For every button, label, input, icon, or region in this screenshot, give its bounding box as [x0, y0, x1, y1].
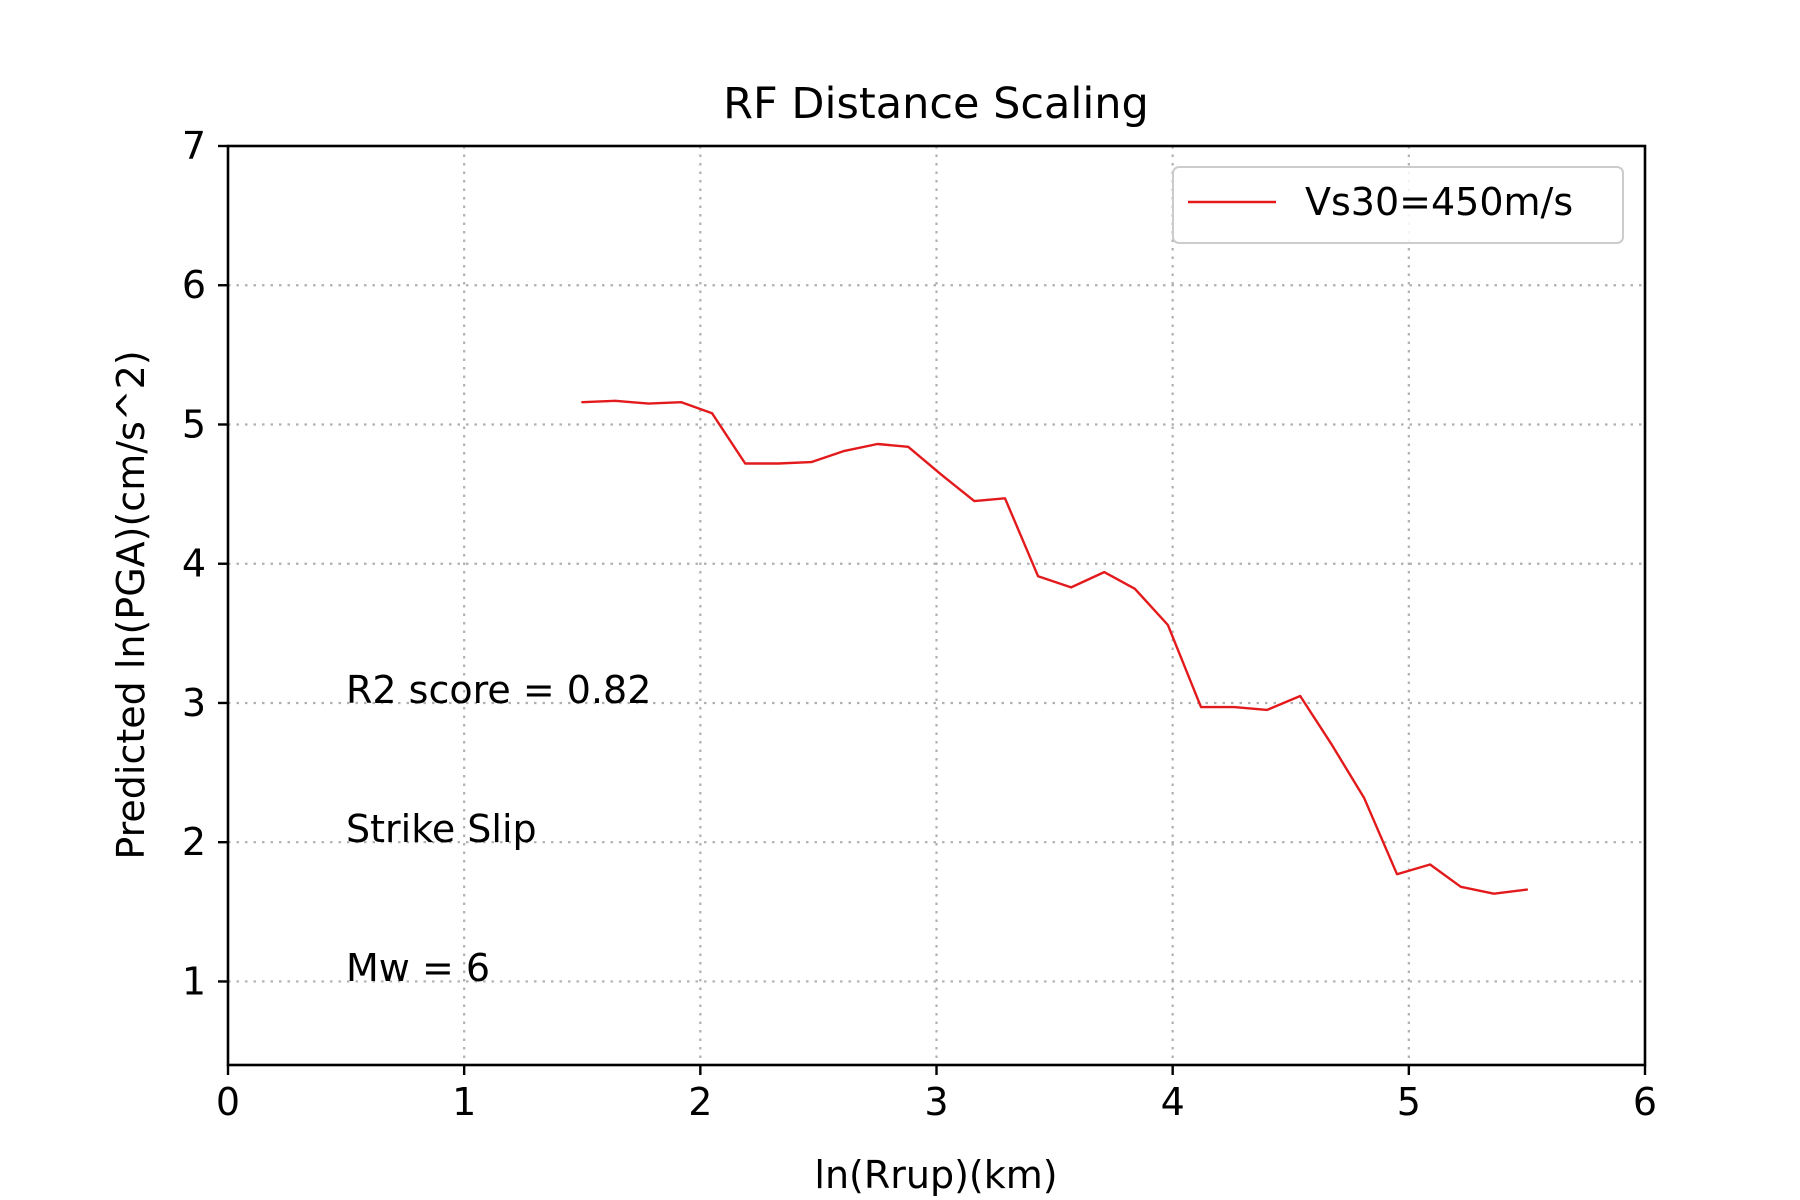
y-tick-label: 6	[182, 263, 206, 307]
data-point	[1167, 624, 1169, 626]
data-point	[973, 500, 975, 502]
data-point	[1266, 709, 1268, 711]
data-point	[1526, 889, 1528, 891]
data-point	[1070, 586, 1072, 589]
legend-box	[1172, 166, 1624, 244]
data-point	[1460, 886, 1462, 888]
y-tick-label: 3	[182, 681, 206, 725]
legend-label: Vs30=450m/s	[1305, 180, 1573, 224]
x-tick-label: 6	[1633, 1080, 1657, 1124]
fault-type-annotation: Strike Slip	[346, 807, 537, 851]
data-point	[1363, 797, 1365, 799]
data-point	[1299, 695, 1301, 697]
data-point	[1429, 863, 1431, 866]
grid-lines	[228, 146, 1645, 1065]
data-point	[1004, 497, 1006, 499]
data-point	[876, 443, 879, 445]
data-point	[1037, 575, 1039, 577]
x-tick-label: 5	[1397, 1080, 1421, 1124]
y-tick-label: 5	[182, 402, 206, 446]
y-axis-label: Predicted ln(PGA)(cm/s^2)	[109, 350, 153, 859]
y-tick-label: 2	[182, 820, 206, 864]
x-tick-label: 2	[688, 1080, 712, 1124]
data-point	[1396, 873, 1398, 875]
data-point	[744, 462, 746, 465]
data-point	[1233, 706, 1235, 708]
x-tick-label: 0	[216, 1080, 240, 1124]
data-point	[581, 401, 583, 403]
data-point	[810, 461, 812, 463]
data-point	[843, 450, 846, 452]
data-point	[614, 400, 616, 402]
data-point	[711, 412, 713, 414]
data-point	[940, 474, 942, 476]
data-point	[1330, 742, 1332, 744]
series-line-vs30-450	[581, 399, 1529, 895]
x-tick-label: 3	[924, 1080, 948, 1124]
data-point	[1134, 588, 1136, 590]
axis-ticks	[218, 144, 1647, 1075]
data-point	[777, 462, 779, 465]
data-point	[647, 403, 650, 405]
magnitude-annotation: Mw = 6	[346, 946, 490, 990]
legend: Vs30=450m/s	[1172, 166, 1624, 244]
data-point	[680, 401, 683, 403]
chart-title: RF Distance Scaling	[723, 79, 1149, 129]
x-tick-label: 1	[452, 1080, 476, 1124]
series-layer	[581, 399, 1529, 895]
r2-score-annotation: R2 score = 0.82	[346, 668, 651, 712]
y-tick-label: 4	[182, 542, 206, 586]
x-tick-label: 4	[1161, 1080, 1185, 1124]
data-point	[1103, 571, 1105, 573]
y-tick-label: 7	[182, 124, 206, 168]
data-point	[1493, 893, 1495, 895]
data-point	[907, 446, 909, 448]
y-tick-label: 1	[182, 959, 206, 1003]
data-point	[1200, 706, 1202, 708]
x-axis-label: ln(Rrup)(km)	[814, 1153, 1057, 1197]
